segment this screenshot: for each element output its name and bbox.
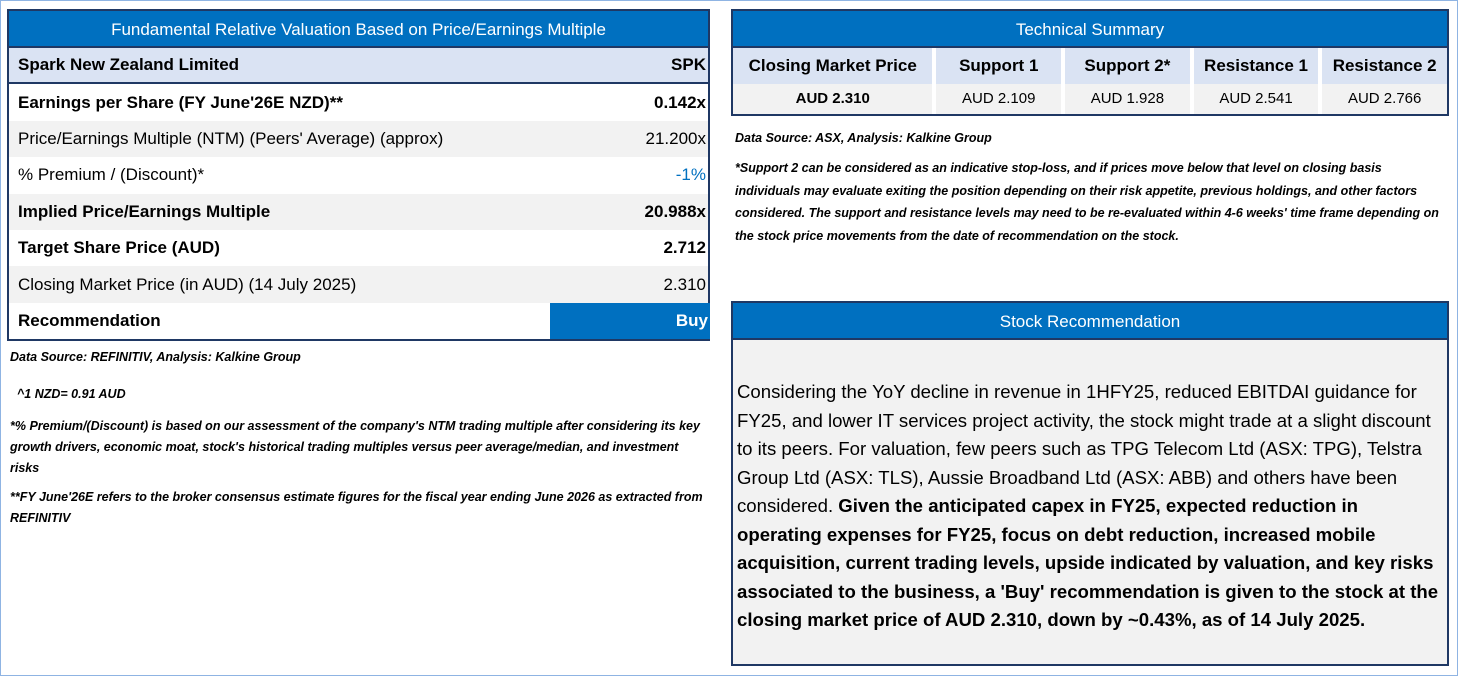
row-value: 0.142x: [654, 92, 706, 112]
row-value: 2.712: [663, 238, 706, 258]
row-label: Recommendation: [18, 310, 161, 330]
recommendation-badge: Buy: [550, 302, 710, 340]
column-value: AUD 1.928: [1065, 84, 1190, 114]
tech-column: Support 1 AUD 2.109: [936, 48, 1066, 114]
table-row: Target Share Price (AUD) 2.712: [9, 230, 708, 266]
valuation-title: Fundamental Relative Valuation Based on …: [9, 11, 708, 48]
stock-recommendation-panel: Stock Recommendation Considering the YoY…: [731, 301, 1449, 666]
recommendation-text: Considering the YoY decline in revenue i…: [733, 340, 1447, 635]
tech-column: Resistance 2 AUD 2.766: [1322, 48, 1447, 114]
recommendation-text-bold: Given the anticipated capex in FY25, exp…: [737, 495, 1439, 630]
company-name: Spark New Zealand Limited: [18, 55, 240, 75]
tech-column: Resistance 1 AUD 2.541: [1193, 48, 1323, 114]
column-header: Resistance 2: [1322, 48, 1447, 84]
row-label: Closing Market Price (in AUD) (14 July 2…: [18, 274, 357, 294]
column-header: Resistance 1: [1193, 48, 1319, 84]
fy-note: **FY June'26E refers to the broker conse…: [10, 490, 703, 525]
column-value: AUD 2.310: [733, 84, 933, 114]
column-header: Support 1: [936, 48, 1062, 84]
row-value: 2.310: [663, 274, 706, 294]
table-row: % Premium / (Discount)* -1%: [9, 157, 708, 193]
tech-column: Support 2* AUD 1.928: [1065, 48, 1194, 114]
valuation-source: Data Source: REFINITIV, Analysis: Kalkin…: [10, 350, 301, 364]
table-row: Recommendation Buy: [9, 302, 710, 340]
row-value: -1%: [675, 165, 706, 185]
premium-note: *% Premium/(Discount) is based on our as…: [10, 419, 700, 475]
table-row: Price/Earnings Multiple (NTM) (Peers' Av…: [9, 120, 708, 158]
row-label: % Premium / (Discount)*: [18, 165, 205, 185]
column-value: AUD 2.541: [1193, 84, 1319, 114]
row-label: Implied Price/Earnings Multiple: [18, 201, 271, 221]
row-label: Target Share Price (AUD): [18, 238, 220, 258]
table-row: Implied Price/Earnings Multiple 20.988x: [9, 193, 708, 230]
technical-title: Technical Summary: [733, 11, 1447, 48]
column-value: AUD 2.109: [936, 84, 1062, 114]
row-label: Price/Earnings Multiple (NTM) (Peers' Av…: [18, 128, 444, 148]
support-note: *Support 2 can be considered as an indic…: [735, 161, 1439, 243]
tech-column: Closing Market Price AUD 2.310: [733, 48, 937, 114]
column-value: AUD 2.766: [1322, 84, 1447, 114]
ticker: SPK: [671, 55, 706, 75]
row-label: Earnings per Share (FY June'26E NZD)**: [18, 92, 343, 112]
table-row: Closing Market Price (in AUD) (14 July 2…: [9, 266, 708, 303]
table-row: Earnings per Share (FY June'26E NZD)** 0…: [9, 84, 708, 120]
technical-summary-table: Technical Summary Closing Market Price A…: [731, 9, 1449, 116]
column-header: Closing Market Price: [733, 48, 933, 84]
fx-note: ^1 NZD= 0.91 AUD: [17, 387, 126, 401]
row-value: 20.988x: [644, 201, 706, 221]
column-header: Support 2*: [1065, 48, 1190, 84]
valuation-table: Fundamental Relative Valuation Based on …: [7, 9, 710, 342]
recommendation-title: Stock Recommendation: [733, 303, 1447, 340]
company-row: Spark New Zealand Limited SPK: [9, 48, 708, 85]
technical-source: Data Source: ASX, Analysis: Kalkine Grou…: [735, 131, 992, 145]
row-value: 21.200x: [645, 128, 707, 148]
recommendation-text-regular: Considering the YoY decline in revenue i…: [737, 381, 1431, 516]
